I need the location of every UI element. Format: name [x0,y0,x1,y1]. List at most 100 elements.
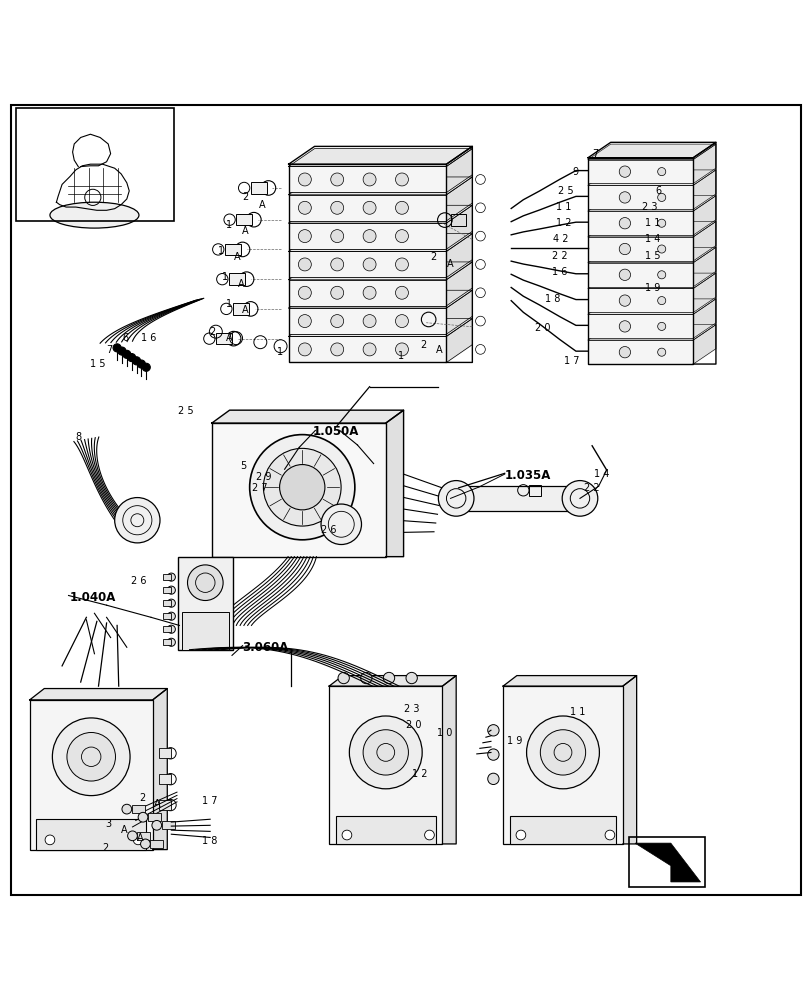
Circle shape [561,481,597,516]
Circle shape [127,354,135,362]
Circle shape [298,286,311,299]
Text: 1 6: 1 6 [551,267,566,277]
Polygon shape [693,247,715,287]
Text: 2 2: 2 2 [551,251,567,261]
Circle shape [298,315,311,328]
Polygon shape [30,689,167,700]
Bar [587,288,693,312]
Text: A: A [242,226,248,236]
Bar [587,211,693,235]
Bar [451,214,466,226]
Circle shape [619,243,630,255]
Bar [288,223,446,249]
Polygon shape [288,205,472,223]
Circle shape [330,173,343,186]
Circle shape [526,716,599,789]
Circle shape [516,830,525,840]
Text: 6: 6 [654,186,660,196]
Circle shape [438,481,474,516]
Circle shape [320,504,361,545]
Circle shape [298,230,311,243]
Bar [251,182,267,194]
Text: 1 0: 1 0 [436,728,452,738]
Polygon shape [587,222,715,237]
Text: 7: 7 [106,345,113,355]
Polygon shape [152,689,167,850]
Bar [288,195,446,221]
Circle shape [298,258,311,271]
Bar [16,108,174,221]
Bar [216,333,232,344]
Text: 1.040A: 1.040A [70,591,117,604]
Text: 3: 3 [105,819,111,829]
Polygon shape [288,149,472,166]
Text: A: A [238,279,244,289]
Circle shape [330,286,343,299]
Circle shape [360,672,371,684]
Bar [159,800,170,810]
Polygon shape [446,149,472,192]
Text: A: A [121,825,127,835]
Circle shape [67,732,115,781]
Text: A: A [153,799,160,809]
Polygon shape [288,262,472,280]
Circle shape [279,465,324,510]
Circle shape [167,625,175,633]
Circle shape [395,173,408,186]
Text: 1 1: 1 1 [644,218,659,228]
Circle shape [167,599,175,607]
Text: 1 9: 1 9 [644,283,659,293]
Polygon shape [503,676,636,686]
Bar [163,613,171,619]
Circle shape [132,357,140,365]
Circle shape [604,830,614,840]
Circle shape [363,315,375,328]
Circle shape [122,804,131,814]
Circle shape [363,286,375,299]
Polygon shape [693,222,715,261]
Polygon shape [446,177,472,221]
Text: 2: 2 [139,793,145,803]
Polygon shape [288,234,472,251]
Text: 2: 2 [430,252,436,262]
Ellipse shape [50,202,139,228]
Bar [587,340,693,364]
Circle shape [395,343,408,356]
Text: 1 7: 1 7 [563,356,578,366]
Bar [587,158,693,364]
Bar [150,840,163,848]
Circle shape [298,343,311,356]
Polygon shape [587,299,715,314]
Circle shape [330,258,343,271]
Text: 1 4: 1 4 [644,234,659,244]
Circle shape [349,716,422,789]
Circle shape [127,831,137,841]
Bar [163,626,171,632]
Text: 2: 2 [209,327,216,337]
Text: 2: 2 [242,192,248,202]
Circle shape [363,258,375,271]
Circle shape [152,820,161,830]
Polygon shape [587,247,715,263]
Bar [288,166,446,192]
Bar [233,303,249,315]
Circle shape [487,773,499,785]
Circle shape [395,201,408,214]
Text: 1 1: 1 1 [569,707,585,717]
Text: 2 2: 2 2 [583,483,599,493]
Circle shape [657,322,665,330]
Bar [587,237,693,261]
Text: 2 3: 2 3 [404,704,419,714]
Polygon shape [446,290,472,334]
Text: A: A [436,345,442,355]
Circle shape [363,343,375,356]
Text: 1 5: 1 5 [644,251,659,261]
Polygon shape [693,170,715,209]
Text: 1 2: 1 2 [555,218,570,228]
Bar [328,686,442,844]
Circle shape [137,360,145,368]
Bar [288,164,446,362]
Circle shape [657,219,665,227]
Bar [587,314,693,338]
Polygon shape [587,196,715,211]
